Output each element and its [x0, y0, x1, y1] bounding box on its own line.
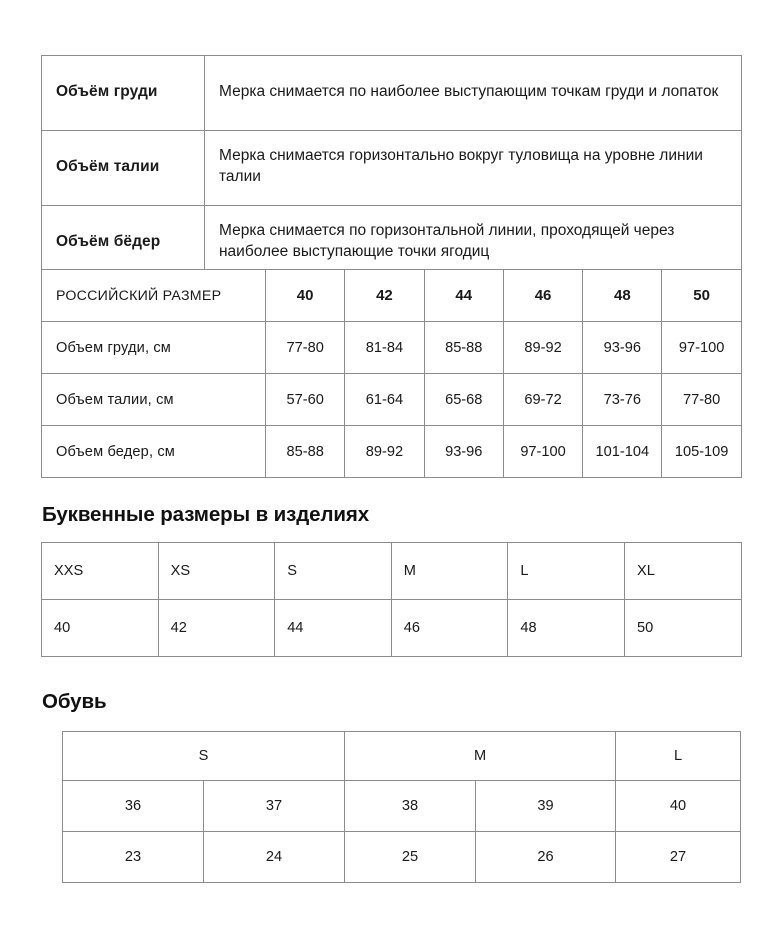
- numeric-size-cell: 40: [41, 599, 159, 657]
- numeric-size-cell: 42: [157, 599, 276, 657]
- shoe-eu-size-cell: 38: [344, 780, 477, 832]
- size-column-header: 46: [502, 269, 584, 322]
- shoe-eu-size-cell: 36: [62, 780, 204, 832]
- size-column-header: 42: [344, 269, 425, 322]
- measurement-cell: 73-76: [582, 373, 663, 426]
- table-row: 23 24 25 26 27: [62, 831, 742, 883]
- measurement-cell: 85-88: [264, 425, 346, 478]
- table-row: Объём талии Мерка снимается горизонтальн…: [41, 130, 742, 206]
- measurement-cell: 57-60: [264, 373, 346, 426]
- measurement-cell: 85-88: [423, 321, 504, 374]
- size-column-header: 48: [582, 269, 663, 322]
- size-column-header: 50: [661, 269, 742, 322]
- numeric-size-cell: 48: [507, 599, 625, 657]
- measurement-cell: 81-84: [344, 321, 425, 374]
- letter-size-cell: XS: [157, 542, 276, 600]
- table-row: Объем груди, см 77-80 81-84 85-88 89-92 …: [41, 321, 742, 374]
- shoe-size-table: S M L 36 37 38 39 40 23 24 25 26 27: [61, 731, 742, 883]
- measurement-cell: 89-92: [502, 321, 584, 374]
- measurement-cell: 69-72: [502, 373, 584, 426]
- numeric-size-cell: 50: [623, 599, 742, 657]
- shoe-insole-cell: 27: [615, 831, 742, 883]
- size-column-header: 40: [264, 269, 346, 322]
- table-row: 40 42 44 46 48 50: [41, 599, 742, 657]
- measurement-cell: 89-92: [344, 425, 425, 478]
- shoe-insole-cell: 26: [475, 831, 617, 883]
- letter-size-cell: XL: [623, 542, 742, 600]
- table-row: Объём бёдер Мерка снимается по горизонта…: [41, 205, 742, 281]
- table-row: 36 37 38 39 40: [62, 780, 742, 832]
- measurement-cell: 97-100: [661, 321, 742, 374]
- measurement-term: Объём талии: [41, 130, 205, 206]
- shoe-eu-size-cell: 39: [475, 780, 617, 832]
- shoe-group-header: M: [344, 731, 617, 781]
- measurement-description: Мерка снимается горизонтально вокруг тул…: [204, 130, 742, 206]
- measurement-cell: 65-68: [423, 373, 504, 426]
- shoe-insole-cell: 25: [344, 831, 477, 883]
- measurement-definitions-table: Объём груди Мерка снимается по наиболее …: [41, 55, 742, 281]
- shoes-heading: Обувь: [42, 690, 107, 713]
- letter-sizes-heading: Буквенные размеры в изделиях: [42, 503, 370, 526]
- measurement-cell: 97-100: [502, 425, 584, 478]
- measurement-term: Объём груди: [41, 55, 205, 131]
- numeric-size-cell: 46: [390, 599, 509, 657]
- table-header-row: РОССИЙСКИЙ РАЗМЕР 40 42 44 46 48 50: [41, 269, 742, 322]
- shoe-group-header: L: [615, 731, 742, 781]
- letter-size-cell: M: [390, 542, 509, 600]
- shoe-group-header: S: [61, 731, 346, 781]
- letter-size-cell: S: [274, 542, 392, 600]
- measurement-cell: 101-104: [582, 425, 663, 478]
- shoe-insole-cell: 23: [62, 831, 204, 883]
- measurement-cell: 93-96: [582, 321, 663, 374]
- letter-size-cell: XXS: [41, 542, 159, 600]
- shoe-insole-cell: 24: [202, 831, 346, 883]
- table-row: Объём груди Мерка снимается по наиболее …: [41, 55, 742, 131]
- russian-size-table: РОССИЙСКИЙ РАЗМЕР 40 42 44 46 48 50 Объе…: [41, 269, 742, 478]
- measurement-cell: 77-80: [661, 373, 742, 426]
- measurement-row-label: Объем груди, см: [41, 321, 266, 374]
- measurement-description: Мерка снимается по наиболее выступающим …: [204, 55, 742, 131]
- measurement-cell: 77-80: [264, 321, 346, 374]
- table-header-row: S M L: [61, 731, 742, 781]
- shoe-eu-size-cell: 40: [615, 780, 742, 832]
- measurement-term: Объём бёдер: [41, 205, 205, 281]
- numeric-size-cell: 44: [274, 599, 392, 657]
- measurement-row-label: Объем бедер, см: [41, 425, 266, 478]
- measurement-cell: 105-109: [661, 425, 742, 478]
- shoe-eu-size-cell: 37: [202, 780, 346, 832]
- size-column-header: 44: [423, 269, 504, 322]
- measurement-row-label: Объем талии, см: [41, 373, 266, 426]
- table-row: XXS XS S M L XL: [41, 542, 742, 600]
- size-table-header-label: РОССИЙСКИЙ РАЗМЕР: [41, 269, 266, 322]
- measurement-cell: 61-64: [344, 373, 425, 426]
- measurement-cell: 93-96: [423, 425, 504, 478]
- letter-size-cell: L: [507, 542, 625, 600]
- table-row: Объем талии, см 57-60 61-64 65-68 69-72 …: [41, 373, 742, 426]
- table-row: Объем бедер, см 85-88 89-92 93-96 97-100…: [41, 425, 742, 478]
- measurement-description: Мерка снимается по горизонтальной линии,…: [204, 205, 742, 281]
- letter-size-table: XXS XS S M L XL 40 42 44 46 48 50: [41, 542, 742, 657]
